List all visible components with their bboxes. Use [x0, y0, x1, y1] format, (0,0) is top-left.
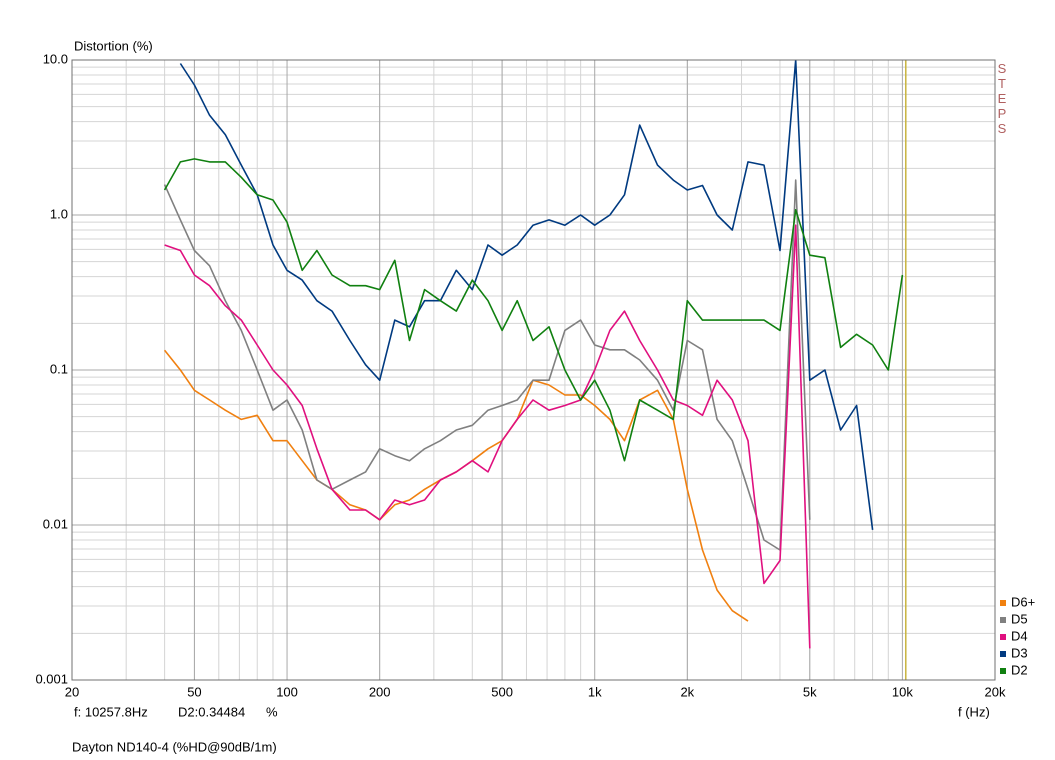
legend-label: D6+ [1011, 594, 1035, 609]
plot-lines [163, 60, 904, 649]
series-line [164, 224, 811, 649]
legend-label: D3 [1011, 645, 1028, 660]
x-tick-label: 20 [65, 684, 79, 699]
y-tick-label: 10.0 [43, 51, 68, 66]
side-label-letter: P [998, 106, 1007, 121]
legend-swatch [1000, 617, 1006, 623]
grid [71, 59, 996, 681]
x-tick-label: 10k [892, 684, 913, 699]
legend-swatch [1000, 634, 1006, 640]
series-line [163, 179, 811, 551]
legend-swatch [1000, 668, 1006, 674]
series-line [163, 349, 749, 622]
cursor-readout: D2:0.34484 [178, 704, 245, 719]
side-label-letter: S [998, 121, 1007, 136]
x-tick-label: 1k [588, 684, 602, 699]
series-line [179, 60, 874, 531]
y-tick-label: 0.001 [35, 671, 68, 686]
plot-frame [71, 59, 996, 681]
x-tick-label: 100 [276, 684, 298, 699]
legend-label: D4 [1011, 628, 1028, 643]
y-axis-title: Distortion (%) [74, 38, 153, 53]
x-axis-title: f (Hz) [958, 704, 990, 719]
legend-swatch [1000, 600, 1006, 606]
y-tick-label: 0.01 [43, 516, 68, 531]
legend-label: D2 [1011, 662, 1028, 677]
x-tick-label: 5k [803, 684, 817, 699]
footer: Dayton ND140-4 (%HD@90dB/1m) [72, 739, 277, 754]
side-label-letter: T [998, 76, 1006, 91]
y-tick-label: 1.0 [50, 206, 68, 221]
x-tick-label: 50 [187, 684, 201, 699]
x-tick-label: 20k [985, 684, 1006, 699]
series-line [163, 158, 904, 462]
y-tick-label: 0.1 [50, 361, 68, 376]
cursor-unit: % [266, 704, 278, 719]
cursor-frequency: f: 10257.8Hz [74, 704, 148, 719]
legend-swatch [1000, 651, 1006, 657]
legend-label: D5 [1011, 611, 1028, 626]
x-tick-label: 2k [680, 684, 694, 699]
side-label-letter: S [998, 61, 1007, 76]
side-label-letter: E [998, 91, 1007, 106]
x-tick-label: 200 [369, 684, 391, 699]
x-tick-label: 500 [491, 684, 513, 699]
